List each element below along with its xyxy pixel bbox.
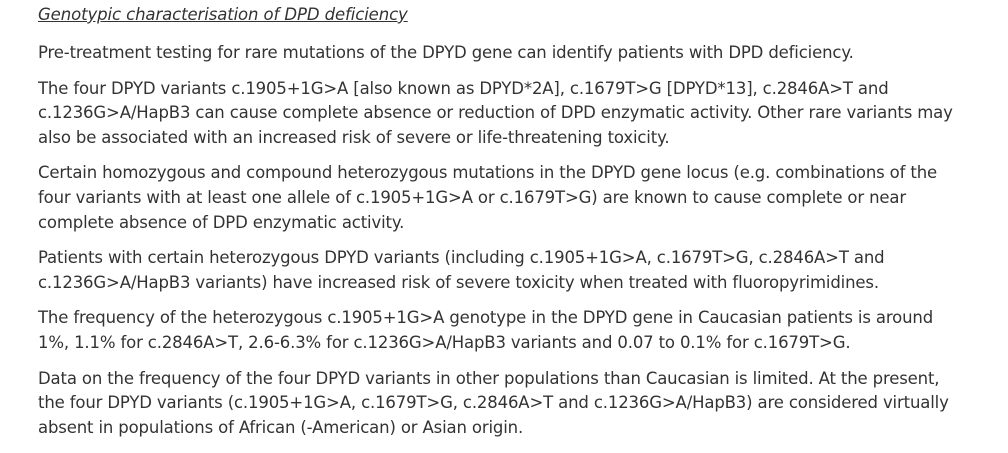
paragraph-pretreatment-testing: Pre-treatment testing for rare mutations… <box>38 43 854 62</box>
paragraph-four-variants: The four DPYD variants c.1905+1G>A [also… <box>38 78 953 147</box>
document-body: Genotypic characterisation of DPD defici… <box>38 4 968 451</box>
paragraph-frequency-other-populations: Data on the frequency of the four DPYD v… <box>38 368 949 437</box>
paragraph-heterozygous-risk: Patients with certain heterozygous DPYD … <box>38 248 885 292</box>
section-heading: Genotypic characterisation of DPD defici… <box>38 5 408 24</box>
paragraph-homozygous-mutations: Certain homozygous and compound heterozy… <box>38 163 938 232</box>
paragraph-frequency-caucasian: The frequency of the heterozygous c.1905… <box>38 308 934 352</box>
